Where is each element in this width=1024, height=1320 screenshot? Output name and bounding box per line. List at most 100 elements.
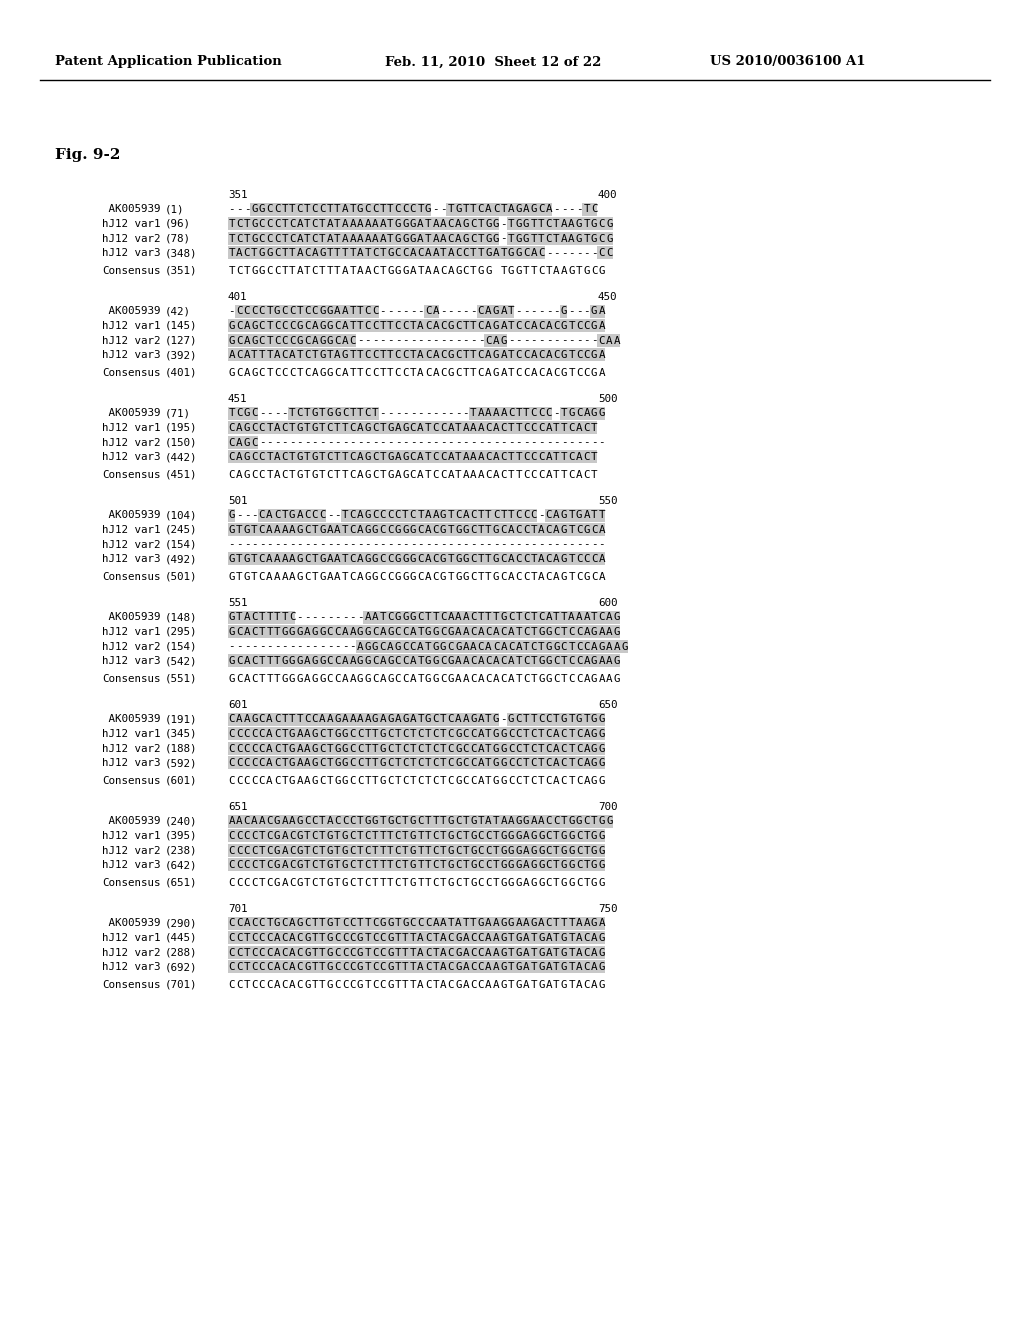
Bar [379,421,386,434]
Bar [446,508,454,521]
Text: 401: 401 [228,292,248,302]
Text: C: C [259,335,265,346]
Text: C: C [394,350,401,360]
Text: T: T [327,205,333,214]
Bar [393,626,401,639]
Text: T: T [311,554,318,564]
Text: -: - [394,335,401,346]
Text: T: T [553,714,560,725]
Bar [303,523,310,536]
Text: G: G [561,321,567,331]
Text: G: G [591,861,597,870]
Bar [379,611,386,624]
Text: G: G [251,335,258,346]
Text: Consensus: Consensus [102,470,161,479]
Text: C: C [311,846,318,855]
Text: -: - [538,306,545,317]
Text: C: C [530,743,537,754]
Bar [431,348,439,362]
Text: T: T [485,554,492,564]
Text: -: - [410,437,416,447]
Bar [236,305,243,318]
Bar [597,727,605,741]
Text: C: C [598,234,605,243]
Bar [333,756,341,770]
Text: C: C [485,470,492,479]
Bar [431,932,439,944]
Bar [386,450,393,463]
Text: C: C [311,511,318,520]
Text: -: - [546,437,552,447]
Bar [364,552,371,565]
Text: T: T [349,248,355,257]
Text: G: G [357,948,364,957]
Text: -: - [515,540,522,549]
Text: A: A [394,714,401,725]
Bar [583,348,590,362]
Bar [401,552,409,565]
Text: C: C [380,572,386,582]
Bar [409,829,416,842]
Text: -: - [311,642,318,652]
Bar [597,756,605,770]
Text: (71): (71) [165,408,191,418]
Text: G: G [365,572,371,582]
Bar [401,523,409,536]
Text: G: G [327,878,333,887]
Text: -: - [546,540,552,549]
Bar [590,727,597,741]
Text: C: C [546,511,552,520]
Text: C: C [470,627,476,638]
Bar [416,655,424,668]
Bar [281,727,288,741]
Bar [243,218,250,231]
Text: A: A [508,572,514,582]
Bar [265,961,272,973]
Text: -: - [282,437,288,447]
Bar [597,932,605,944]
Text: T: T [387,350,393,360]
Text: hJ12 var2: hJ12 var2 [102,437,161,447]
Text: A: A [538,919,545,928]
Bar [560,508,567,521]
Bar [393,552,401,565]
Text: A: A [508,525,514,535]
Text: C: C [304,511,310,520]
Text: T: T [372,758,379,768]
Bar [303,232,310,246]
Text: A: A [440,962,446,972]
Text: T: T [273,673,281,684]
Bar [356,858,364,871]
Text: C: C [349,979,355,990]
Bar [236,523,243,536]
Bar [265,334,272,347]
Text: T: T [387,234,393,243]
Bar [379,961,386,973]
Text: G: G [251,367,258,378]
Text: (345): (345) [165,729,198,739]
Text: C: C [515,367,522,378]
Bar [560,814,567,828]
Bar [439,829,446,842]
Bar [310,305,318,318]
Text: -: - [334,540,341,549]
Text: -: - [561,540,567,549]
Text: G: G [568,408,574,418]
Text: C: C [417,572,424,582]
Bar [310,756,318,770]
Text: G: G [228,321,236,331]
Bar [379,626,386,639]
Text: C: C [311,714,318,725]
Text: A: A [266,729,272,739]
Bar [446,829,454,842]
Bar [522,552,529,565]
Text: T: T [584,219,590,228]
Bar [265,611,272,624]
Text: C: C [584,422,590,433]
Text: C: C [575,408,583,418]
Text: G: G [342,846,348,855]
Text: C: C [546,714,552,725]
Text: G: G [538,933,545,942]
Text: G: G [365,817,371,826]
Text: A: A [311,335,318,346]
